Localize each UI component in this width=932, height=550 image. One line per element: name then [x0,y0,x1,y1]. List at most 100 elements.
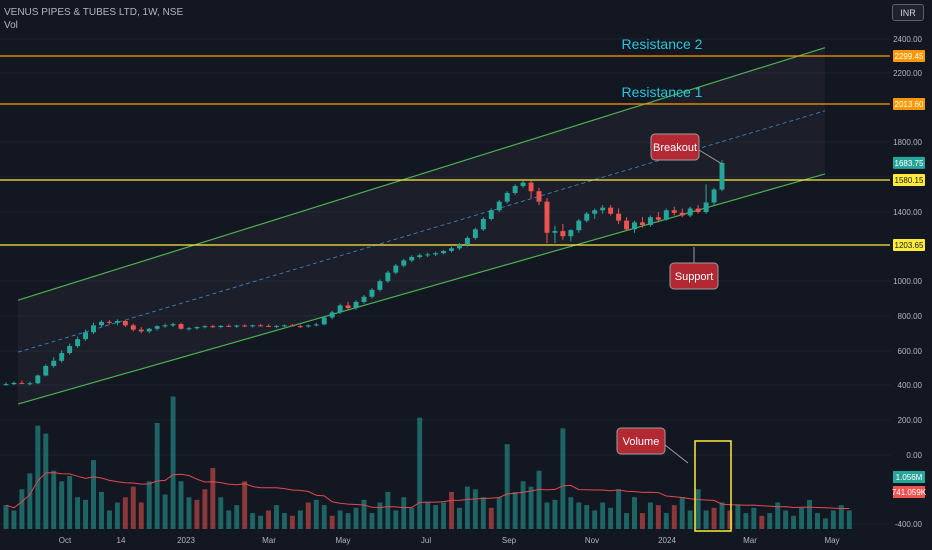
volume-ma-line [5,472,850,509]
volume-bar [727,510,733,529]
volume-bar [425,502,431,529]
volume-bar [67,476,73,529]
candle-body [592,210,598,214]
volume-bar [544,502,550,529]
price-tick-label: 600.00 [898,347,923,356]
volume-bar [75,497,81,529]
candle-body [146,328,152,332]
volume-bar [687,510,693,529]
volume-bar [3,505,9,529]
candle-body [210,326,216,328]
volume-bar [632,497,637,529]
candle-body [67,346,73,353]
level-price-tag [893,50,925,62]
candle-body [250,325,256,327]
volume-bar [122,497,128,529]
time-tick-label: 2023 [177,536,195,545]
volume-bar [138,502,144,529]
candle-body [266,325,271,327]
resistance-label: Resistance 2 [622,36,703,52]
volume-bar [250,513,256,529]
volume-bar [35,425,41,529]
volume-bar [735,505,741,529]
level-price-label: 1580.15 [895,176,924,185]
volume-bar [815,513,820,529]
candle-body [43,365,49,376]
candle-body [409,256,415,261]
candle-body [59,352,65,361]
volume-bar [289,515,295,529]
candle-body [504,192,510,202]
candle-body [305,325,311,327]
channel-upper-line [17,47,826,301]
volume-bar [655,505,661,529]
volume-bar [281,513,287,529]
volume-bar [297,510,303,529]
breakout-callout-box [650,133,700,161]
volume-bar [274,505,279,529]
candle-body [671,210,677,213]
candle-body [472,229,478,238]
candle-body [114,320,120,323]
time-tick-label: Jul [421,536,431,545]
volume-bar [528,486,534,529]
candle-body [321,317,327,325]
volume-bar [775,502,781,529]
candle-body [457,244,462,249]
candle-body [194,327,200,329]
candle-body [313,324,319,326]
candle-body [480,218,486,230]
volume-bar [671,505,677,529]
volume-bar [759,515,765,529]
candle-body [536,191,542,202]
time-tick-label: Nov [585,536,599,545]
volume-bar [560,428,566,529]
volume-bar [313,499,319,529]
volume-bar [409,507,415,529]
candle-body [162,325,168,327]
currency-button[interactable]: INR [892,4,924,21]
volume-callout-arrow [664,444,689,464]
candle-body [27,383,33,385]
candle-body [91,325,96,333]
candle-body [281,325,287,327]
candle-body [695,208,701,212]
candle-body [19,382,25,384]
volume-bar [695,489,701,529]
volume-bar [441,502,447,529]
breakout-callout-arrow [698,149,723,165]
volume-bar [361,499,367,529]
volume-bar [226,510,232,529]
chart-header: VENUS PIPES & TUBES LTD, 1W, NSE Vol [4,6,183,32]
candle-body [655,217,661,220]
level-price-tag [893,98,925,110]
volume-bar [480,497,486,529]
support-callout-label: Support [675,271,714,283]
volume-ma-label: 741.059K [892,488,927,497]
volume-bar [703,510,709,529]
volume-bar [305,502,311,529]
volume-bar [767,513,773,529]
time-tick-label: 2024 [658,536,676,545]
volume-bar [504,444,510,529]
candle-body [703,202,709,212]
volume-bar [639,513,645,529]
volume-indicator-label: Vol [4,20,18,31]
volume-bar [512,491,518,529]
time-tick-label: May [824,536,839,545]
volume-bar [472,489,478,529]
volume-bar [91,460,96,529]
candle-body [218,325,224,328]
volume-bar [19,489,25,529]
candle-body [632,222,637,230]
candle-body [528,182,534,192]
time-tick-label: 14 [117,536,126,545]
channel-fill [18,47,825,405]
volume-bar [846,510,852,529]
candle-body [552,231,558,233]
candle-body [11,382,17,385]
candle-body [337,305,343,313]
candle-body [130,325,136,330]
volume-bar [186,497,192,529]
